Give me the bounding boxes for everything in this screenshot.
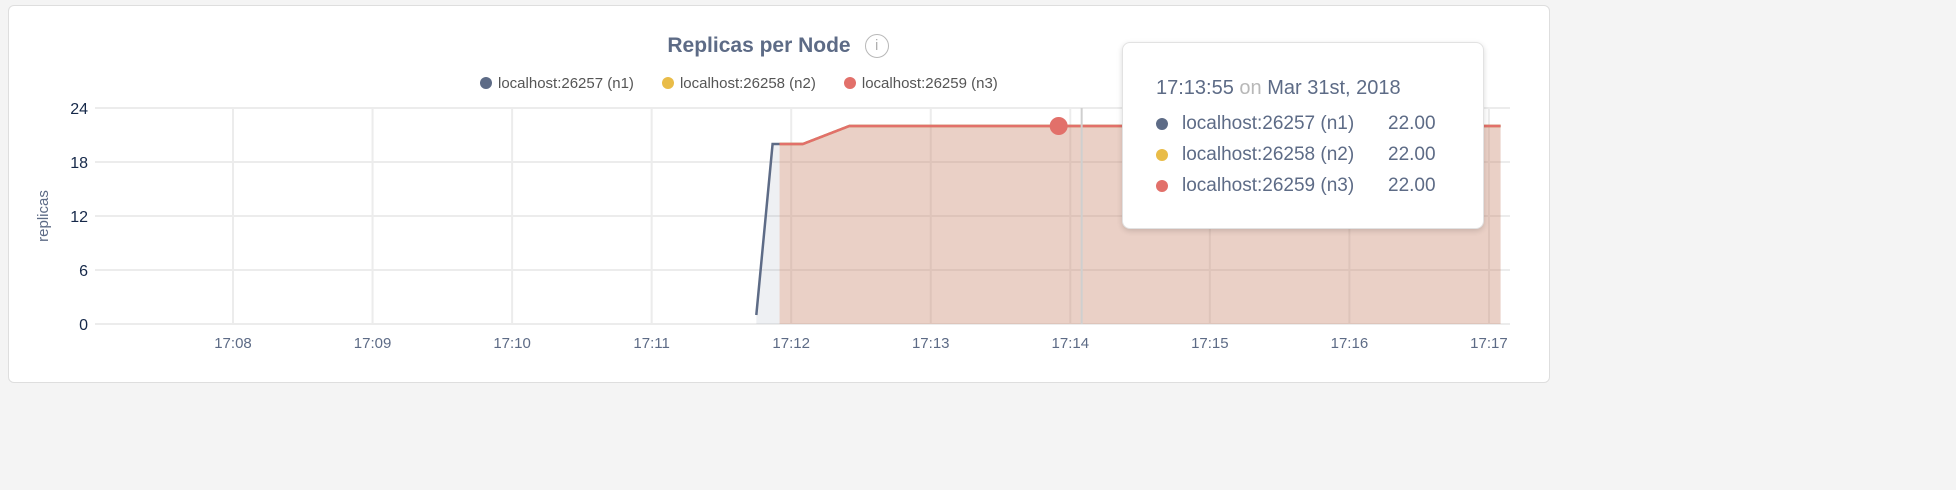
tooltip-value: 22.00 bbox=[1388, 175, 1436, 196]
x-tick-label: 17:15 bbox=[1191, 335, 1229, 352]
y-tick-label: 24 bbox=[70, 101, 88, 118]
x-tick-label: 17:13 bbox=[912, 335, 950, 352]
chart-title: Replicas per Node i bbox=[0, 34, 1556, 58]
tooltip-value: 22.00 bbox=[1388, 113, 1436, 134]
series-dot bbox=[1156, 180, 1168, 192]
legend-label: localhost:26258 (n2) bbox=[679, 75, 816, 92]
chart-title-text: Replicas per Node bbox=[667, 34, 851, 57]
tooltip-label: localhost:26257 (n1) bbox=[1182, 113, 1355, 134]
legend-item-n1[interactable]: localhost:26257 (n1) bbox=[480, 75, 634, 92]
tooltip-label: localhost:26259 (n3) bbox=[1182, 175, 1355, 196]
legend-dot bbox=[843, 77, 856, 89]
x-tick-label: 17:11 bbox=[633, 335, 669, 352]
legend: localhost:26257 (n1) localhost:26258 (n2… bbox=[480, 75, 998, 92]
x-tick-label: 17:09 bbox=[354, 335, 392, 352]
legend-item-n2[interactable]: localhost:26258 (n2) bbox=[661, 75, 816, 92]
x-tick-label: 17:12 bbox=[772, 335, 810, 352]
tooltip-time: 17:13:55 bbox=[1156, 77, 1234, 99]
hover-point-marker bbox=[1049, 117, 1068, 135]
info-icon[interactable]: i bbox=[864, 34, 889, 58]
x-tick-label: 17:16 bbox=[1331, 335, 1369, 352]
tooltip-label: localhost:26258 (n2) bbox=[1182, 144, 1355, 165]
tooltip-on: on bbox=[1239, 77, 1262, 99]
x-tick-label: 17:08 bbox=[214, 335, 252, 352]
tooltip-row: localhost:26257 (n1) 22.00 bbox=[1156, 113, 1436, 135]
y-axis-label: replicas bbox=[35, 190, 52, 242]
y-tick-label: 6 bbox=[79, 263, 88, 280]
legend-label: localhost:26257 (n1) bbox=[498, 75, 634, 92]
tooltip-header: 17:13:55 on Mar 31st, 2018 bbox=[1156, 77, 1401, 100]
series-dot bbox=[1156, 149, 1168, 161]
tooltip-date: Mar 31st, 2018 bbox=[1267, 77, 1401, 99]
x-tick-label: 17:10 bbox=[493, 335, 531, 352]
legend-dot bbox=[480, 77, 492, 89]
tooltip-row: localhost:26258 (n2) 22.00 bbox=[1156, 144, 1436, 166]
x-tick-label: 17:14 bbox=[1052, 335, 1090, 352]
y-tick-label: 18 bbox=[70, 155, 88, 172]
legend-item-n3[interactable]: localhost:26259 (n3) bbox=[843, 75, 998, 92]
x-tick-label: 17:17 bbox=[1470, 335, 1508, 352]
series-dot bbox=[1156, 118, 1168, 130]
hover-tooltip: 17:13:55 on Mar 31st, 2018 localhost:262… bbox=[1122, 42, 1484, 229]
tooltip-row: localhost:26259 (n3) 22.00 bbox=[1156, 175, 1436, 197]
tooltip-value: 22.00 bbox=[1388, 144, 1436, 165]
y-tick-label: 12 bbox=[70, 209, 88, 226]
y-tick-label: 0 bbox=[79, 317, 88, 334]
legend-dot bbox=[661, 77, 674, 89]
legend-label: localhost:26259 (n3) bbox=[861, 75, 998, 92]
